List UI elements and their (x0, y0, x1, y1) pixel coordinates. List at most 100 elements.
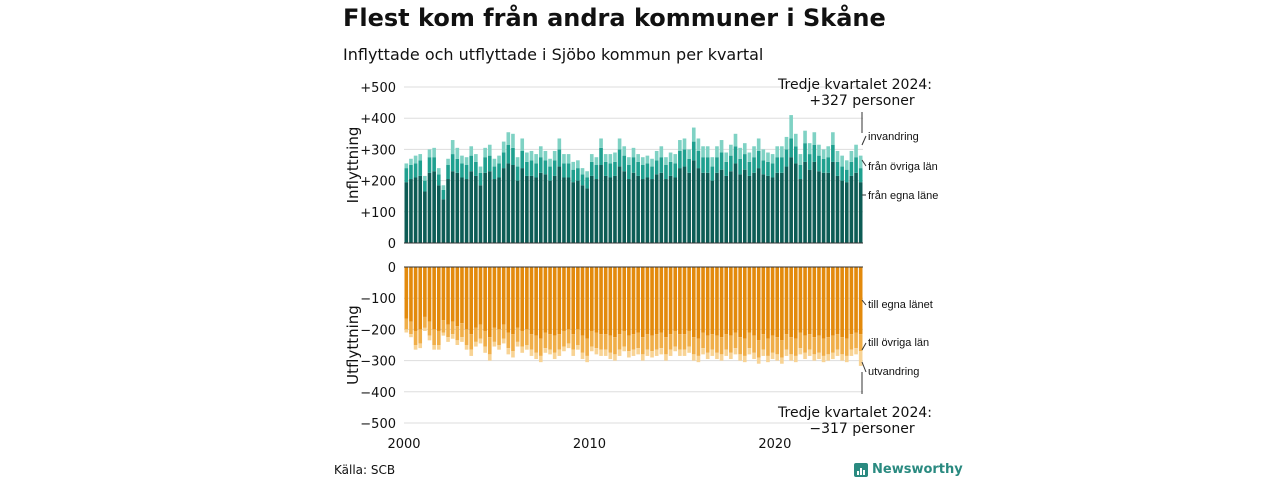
bar-segment (594, 348, 599, 355)
bar-segment (589, 175, 594, 243)
bar-segment (756, 138, 761, 151)
bar-segment (798, 332, 803, 349)
label-leader (861, 299, 867, 306)
bar-segment (668, 267, 673, 335)
bar-segment (729, 171, 733, 243)
bar-segment (710, 157, 715, 167)
bar-segment (789, 157, 793, 243)
bar-segment (784, 166, 789, 243)
bar-segment (427, 267, 432, 322)
bar-segment (756, 150, 761, 169)
bar-segment (413, 163, 418, 178)
bar-segment (803, 335, 807, 353)
bar-segment (682, 138, 687, 150)
bar-segment (719, 354, 724, 361)
bar-segment (483, 267, 487, 331)
bar-segment (636, 267, 640, 333)
bar-segment (664, 179, 668, 243)
bar-segment (631, 267, 636, 335)
bar-segment (724, 349, 729, 356)
bar-segment (474, 154, 478, 162)
bar-segment (821, 172, 826, 243)
bar-segment (427, 321, 432, 336)
bar-segment (576, 267, 580, 330)
bar-segment (682, 349, 687, 356)
bar-segment (710, 267, 715, 335)
bar-segment (650, 179, 654, 243)
bar-segment (474, 161, 478, 176)
bar-segment (705, 335, 710, 353)
bar-segment (455, 340, 460, 345)
bar-segment (520, 346, 525, 353)
bar-segment (627, 267, 631, 336)
y-tick-label: +500 (360, 81, 396, 96)
x-tick-label: 2020 (758, 437, 791, 452)
bar-segment (770, 335, 775, 353)
bar-segment (631, 157, 636, 173)
bar-segment (793, 146, 798, 164)
bar-segment (603, 349, 608, 356)
bar-segment (552, 160, 557, 176)
bar-segment (538, 355, 543, 363)
bar-segment (413, 267, 418, 331)
bar-segment (423, 191, 427, 243)
bar-segment (766, 175, 770, 243)
bar-segment (664, 267, 668, 338)
bar-segment (659, 172, 664, 243)
bar-segment (534, 267, 538, 336)
bar-segment (617, 149, 622, 167)
bar-segment (835, 349, 840, 356)
bar-segment (501, 324, 506, 339)
bar-segment (793, 267, 798, 339)
bar-segment (715, 267, 719, 336)
bar-segment (817, 171, 821, 243)
bar-segment (464, 329, 469, 345)
bar-segment (631, 147, 636, 158)
bar-segment (534, 335, 538, 353)
bar-segment (849, 175, 854, 243)
bar-segment (742, 143, 747, 155)
bar-segment (831, 144, 835, 162)
bar-segment (752, 267, 756, 336)
bar-segment (566, 154, 571, 164)
y-tick-label: −100 (360, 292, 396, 307)
bar-segment (460, 177, 464, 243)
bar-segment (506, 267, 511, 333)
bar-segment (436, 174, 441, 186)
bar-segment (566, 177, 571, 243)
bar-segment (650, 351, 654, 358)
bar-segment (446, 324, 450, 338)
bar-segment (478, 172, 483, 186)
bar-segment (557, 149, 562, 167)
bar-segment (789, 354, 793, 361)
bar-segment (858, 182, 863, 243)
bar-segment (432, 171, 436, 243)
bar-segment (854, 267, 858, 333)
bar-segment (696, 355, 701, 363)
bar-segment (812, 161, 817, 243)
brand-logo[interactable]: Newsworthy (854, 462, 963, 477)
bar-segment (701, 348, 705, 355)
bar-segment (701, 267, 705, 333)
bar-segment (418, 160, 423, 176)
bar-segment (668, 349, 673, 356)
bar-segment (701, 157, 705, 173)
y-tick-label: +200 (360, 175, 396, 190)
bar-segment (812, 267, 817, 338)
bar-segment (557, 334, 562, 350)
bar-segment (446, 337, 450, 342)
bar-segment (784, 149, 789, 167)
annotation-bottom-line2: −317 personer (809, 421, 915, 437)
bar-segment (603, 334, 608, 350)
bar-segment (436, 330, 441, 345)
bar-segment (580, 335, 585, 353)
bar-segment (798, 165, 803, 180)
bar-segment (738, 337, 742, 355)
bar-segment (691, 337, 696, 355)
bar-segment (506, 332, 511, 349)
bar-segment (807, 334, 812, 350)
bar-segment (640, 165, 645, 180)
bar-segment (506, 348, 511, 355)
bar-segment (413, 330, 418, 345)
bar-segment (576, 329, 580, 345)
